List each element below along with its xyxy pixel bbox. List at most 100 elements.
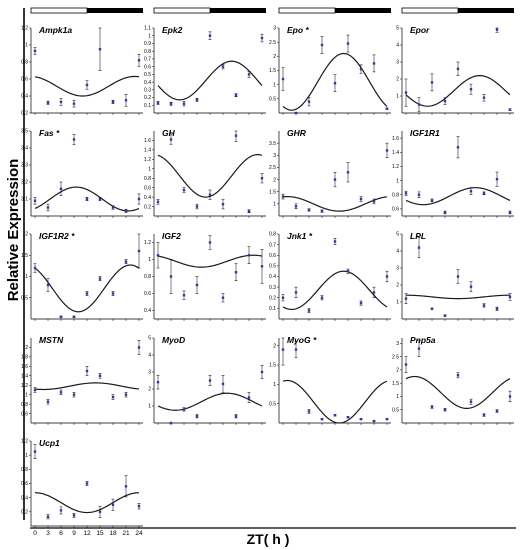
y-tick-label: 1.6	[21, 364, 28, 370]
data-point	[111, 100, 115, 104]
y-tick-label: 0.8	[144, 176, 151, 182]
data-point	[59, 391, 63, 394]
fit-curve	[157, 60, 263, 101]
y-tick-label: 1.8	[21, 355, 28, 361]
y-tick-label: 0.8	[21, 60, 28, 66]
data-point	[59, 509, 63, 512]
panel-title: Jnk1 *	[287, 231, 313, 241]
panel-title: LPL	[410, 231, 426, 241]
data-point	[456, 275, 460, 278]
data-point	[385, 107, 389, 110]
data-point	[260, 370, 264, 374]
data-point	[124, 393, 128, 396]
y-tick-label: 1	[148, 33, 151, 39]
y-tick-label: 3	[396, 341, 399, 347]
panel-epor: Epor 1 2 3 4 5	[396, 7, 514, 115]
y-tick-label: 0.4	[21, 495, 28, 501]
y-tick-label: 0.7	[144, 57, 151, 63]
y-tick-label: 1.2	[144, 240, 151, 246]
data-point	[404, 297, 408, 300]
data-point	[111, 206, 115, 209]
y-tick-label: 4	[148, 353, 151, 359]
fit-curve	[405, 74, 511, 107]
data-point	[85, 292, 89, 295]
y-tick-label: 1.5	[269, 363, 276, 369]
data-point	[482, 192, 486, 195]
y-tick-label: 0.8	[21, 467, 28, 473]
data-point	[430, 307, 434, 310]
y-tick-label: 1.4	[21, 373, 28, 379]
data-point	[294, 348, 298, 351]
y-tick-label: 0.6	[144, 291, 151, 297]
y-tick-label: 0.8	[392, 192, 399, 198]
y-tick-label: 2	[396, 368, 399, 374]
y-tick-label: 1	[273, 202, 276, 208]
data-point	[98, 510, 102, 514]
y-tick-label: 0.8	[144, 274, 151, 280]
y-tick-label: 0.2	[269, 295, 276, 301]
data-point	[417, 347, 421, 350]
data-point	[333, 414, 337, 417]
y-tick-label: 0.6	[21, 411, 28, 417]
y-tick-label: 1.2	[21, 383, 28, 389]
y-tick-label: 0.2	[144, 95, 151, 101]
y-tick-label: 1.5	[269, 68, 276, 74]
x-tick-label: 0	[33, 530, 37, 537]
y-tick-label: 0.4	[144, 195, 151, 201]
y-tick-label: 2	[273, 177, 276, 183]
data-point	[169, 102, 173, 105]
x-tick-label: 3	[46, 530, 50, 537]
data-point	[320, 296, 324, 299]
y-tick-label: 0.2	[21, 510, 28, 516]
data-point	[346, 171, 350, 174]
data-point	[307, 100, 311, 103]
data-point	[156, 254, 160, 257]
data-point	[195, 98, 199, 102]
data-point	[85, 482, 89, 485]
data-point	[137, 504, 141, 508]
panel-mstn: MSTN 0.6 0.8 1 1.2 1.4 1.6 1.8 2	[21, 335, 143, 425]
y-tick-label: 0.5	[392, 407, 399, 413]
data-point	[346, 416, 350, 419]
panel-title: Epor	[410, 25, 430, 35]
data-point	[72, 514, 76, 517]
y-tick-label: 0.1	[144, 103, 151, 109]
data-point	[417, 103, 421, 106]
data-point	[33, 450, 37, 453]
y-tick-label: 0.5	[144, 72, 151, 78]
y-tick-label: 1.5	[269, 189, 276, 195]
data-point	[182, 294, 186, 297]
y-tick-label: 0.3	[144, 88, 151, 94]
panel-jnk1: Jnk1 * 0.1 0.2 0.3 0.4 0.5 0.6 0.7 0.8	[269, 231, 391, 321]
y-tick-label: 2	[273, 54, 276, 60]
y-tick-label: 2	[25, 232, 28, 238]
data-point	[469, 400, 473, 403]
y-tick-label: 1	[396, 178, 399, 184]
data-point	[469, 88, 473, 91]
panel-ghr: GHR 1 1.5 2 2.5 3 3.5	[269, 128, 391, 218]
y-tick-label: 3	[148, 370, 151, 376]
y-tick-label: 1.6	[392, 136, 399, 142]
y-tick-label: 2	[396, 77, 399, 83]
data-point	[281, 348, 285, 351]
data-point	[372, 419, 376, 423]
y-tick-label: 5	[396, 232, 399, 238]
data-point	[234, 415, 238, 418]
fit-curve	[157, 254, 263, 268]
y-tick-label: 0.1	[269, 306, 276, 312]
y-tick-label: 1	[148, 166, 151, 172]
y-tick-label: 0.8	[144, 49, 151, 55]
data-point	[208, 379, 212, 382]
data-point	[33, 266, 37, 270]
data-point	[307, 410, 311, 413]
data-point	[169, 275, 173, 278]
data-point	[59, 100, 63, 104]
fit-curve	[282, 195, 388, 212]
x-tick-label: 24	[135, 530, 143, 537]
y-tick-label: 1	[396, 94, 399, 100]
data-point	[333, 82, 337, 85]
panel-ampk1a: Ampk1a 0.2 0.4 0.6 0.8 1 1.2	[21, 7, 143, 117]
data-point	[208, 193, 212, 196]
panel-title: Ucp1	[39, 438, 60, 448]
y-tick-label: 3.5	[269, 141, 276, 147]
